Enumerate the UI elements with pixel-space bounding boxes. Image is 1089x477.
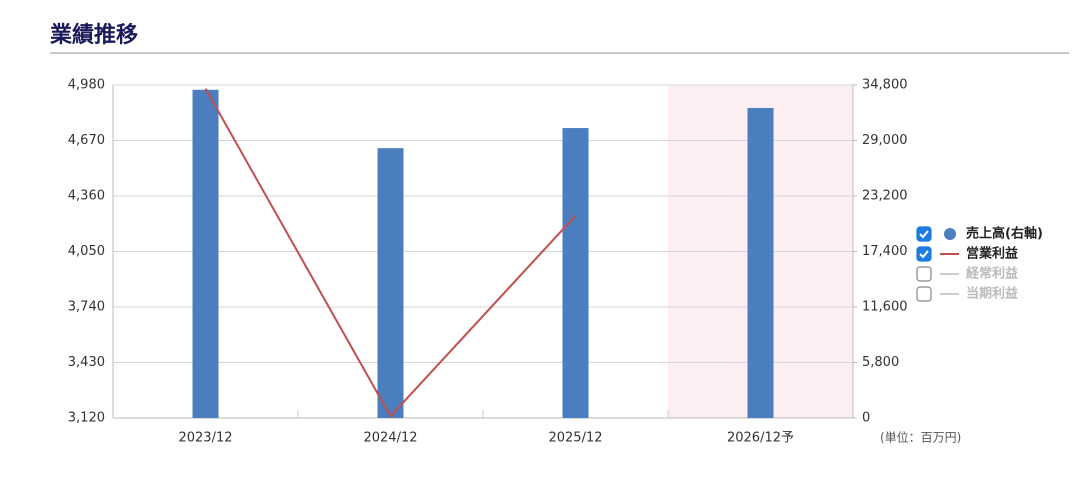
legend-checkmark <box>919 230 929 239</box>
y-tick-label: 4,360 <box>68 189 105 204</box>
y2-tick-label: 23,200 <box>862 189 908 204</box>
y-tick-label: 3,430 <box>68 355 105 370</box>
legend-label[interactable]: 営業利益 <box>966 246 1018 262</box>
y-tick-label: 4,980 <box>68 78 105 93</box>
legend-checkbox[interactable] <box>916 246 932 262</box>
legend-checkmark <box>919 250 929 259</box>
legend-checkbox[interactable] <box>916 286 932 302</box>
legend-label[interactable]: 売上高(右軸) <box>966 226 1043 242</box>
bar <box>377 148 404 419</box>
legend-checkbox[interactable] <box>916 266 932 282</box>
x-tick-label: 2025/12 <box>548 431 602 446</box>
y2-tick-label: 11,600 <box>862 300 908 315</box>
legend-marker <box>944 228 956 240</box>
bar <box>747 107 774 418</box>
bar <box>192 89 219 418</box>
y2-tick-label: 5,800 <box>862 355 899 370</box>
y2-tick-label: 29,000 <box>862 133 908 148</box>
y2-tick-label: 34,800 <box>862 78 908 93</box>
y2-tick-label: 17,400 <box>862 244 908 259</box>
legend-checkbox[interactable] <box>916 226 932 242</box>
legend-label[interactable]: 当期利益 <box>966 286 1018 302</box>
unit-label: (単位：百万円) <box>880 430 961 445</box>
y-tick-label: 3,740 <box>68 300 105 315</box>
legend-label[interactable]: 経常利益 <box>966 266 1018 282</box>
x-tick-label: 2024/12 <box>363 431 417 446</box>
y-tick-label: 3,120 <box>68 411 105 426</box>
x-tick-label: 2026/12予 <box>727 431 794 446</box>
x-tick-label: 2023/12 <box>178 431 232 446</box>
y-tick-label: 4,670 <box>68 133 105 148</box>
bar <box>562 128 589 418</box>
y-tick-label: 4,050 <box>68 244 105 259</box>
y2-tick-label: 0 <box>862 411 870 426</box>
line <box>204 88 577 418</box>
chart-title: 業績推移 <box>50 22 138 48</box>
